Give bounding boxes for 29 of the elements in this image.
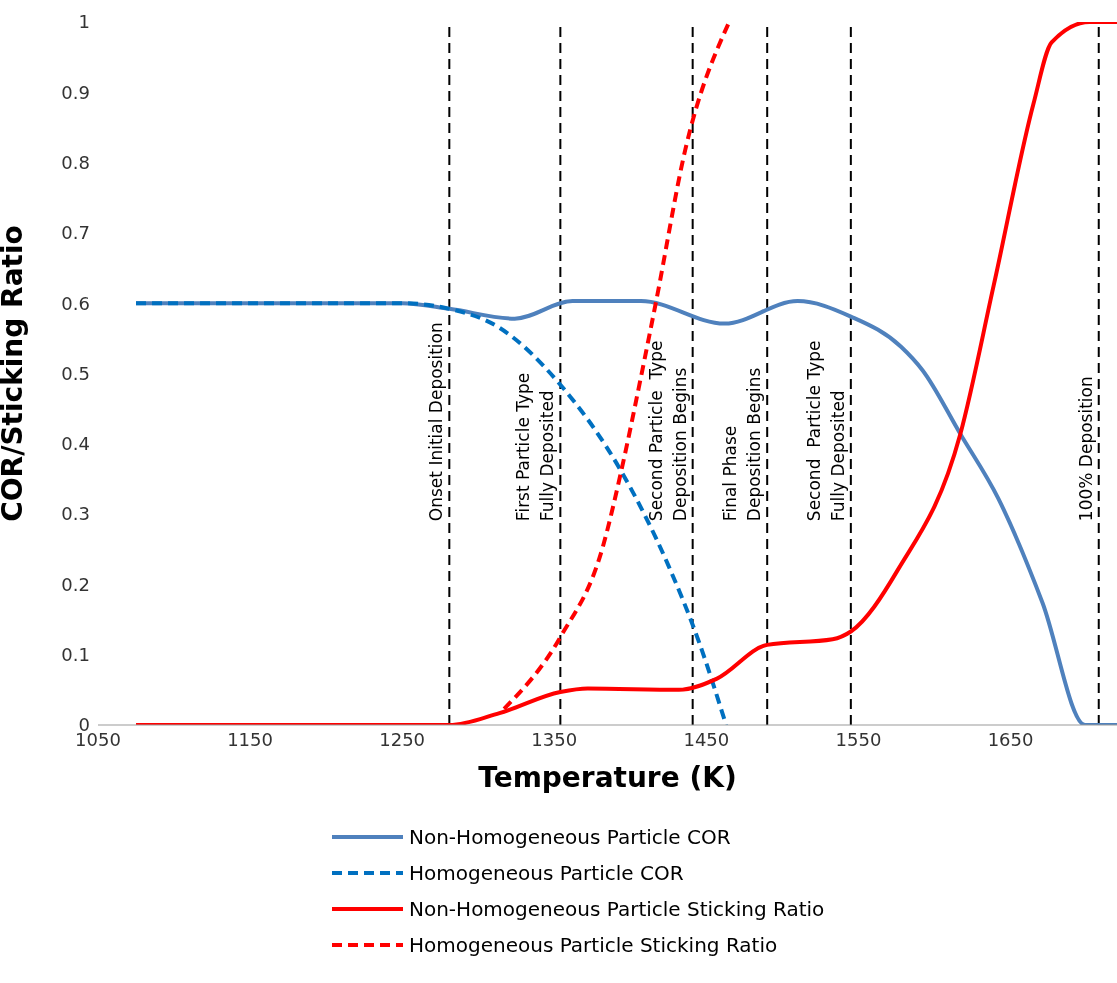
y-tick-label: 0.2	[61, 573, 90, 595]
x-tick-label: 1150	[227, 728, 273, 750]
y-tick-label: 0.4	[61, 433, 90, 455]
y-tick-label: 0.3	[61, 503, 90, 525]
x-tick-label: 1450	[683, 728, 730, 750]
x-axis-title: Temperature (K)	[478, 761, 737, 794]
legend-label: Homogeneous Particle Sticking Ratio	[409, 933, 778, 957]
ref-line-label: Final Phase Deposition Begins	[720, 367, 765, 522]
ref-line-label: Second Particle Type Fully Deposited	[803, 340, 848, 522]
y-tick-label: 0.6	[61, 292, 90, 314]
y-tick-label: 0.8	[61, 151, 90, 173]
x-tick-label: 1250	[379, 728, 426, 750]
y-tick-label: 0.1	[61, 644, 90, 666]
line-series	[134, 22, 1117, 725]
legend-label: Non-Homogeneous Particle COR	[409, 825, 731, 849]
ref-line-label: Second Particle Type Deposition Begins	[645, 340, 690, 522]
x-tick-label: 1550	[835, 728, 882, 750]
y-tick-label: 0.7	[61, 222, 90, 244]
y-tick-label: 1	[78, 11, 90, 33]
x-tick-label: 1350	[531, 728, 578, 750]
ref-line-label: Onset Initial Deposition	[426, 322, 447, 522]
ref-line-label: First Particle Type Fully Deposited	[513, 372, 558, 522]
y-tick-label: 0.5	[61, 362, 90, 384]
y-tick-label: 0.9	[61, 81, 90, 103]
legend-label: Non-Homogeneous Particle Sticking Ratio	[409, 897, 825, 921]
legend-label: Homogeneous Particle COR	[409, 861, 684, 885]
x-tick-label: 1650	[987, 728, 1034, 750]
ref-line-label: 100% Deposition	[1075, 376, 1096, 522]
y-axis-title: COR/Sticking Ratio	[0, 225, 29, 522]
